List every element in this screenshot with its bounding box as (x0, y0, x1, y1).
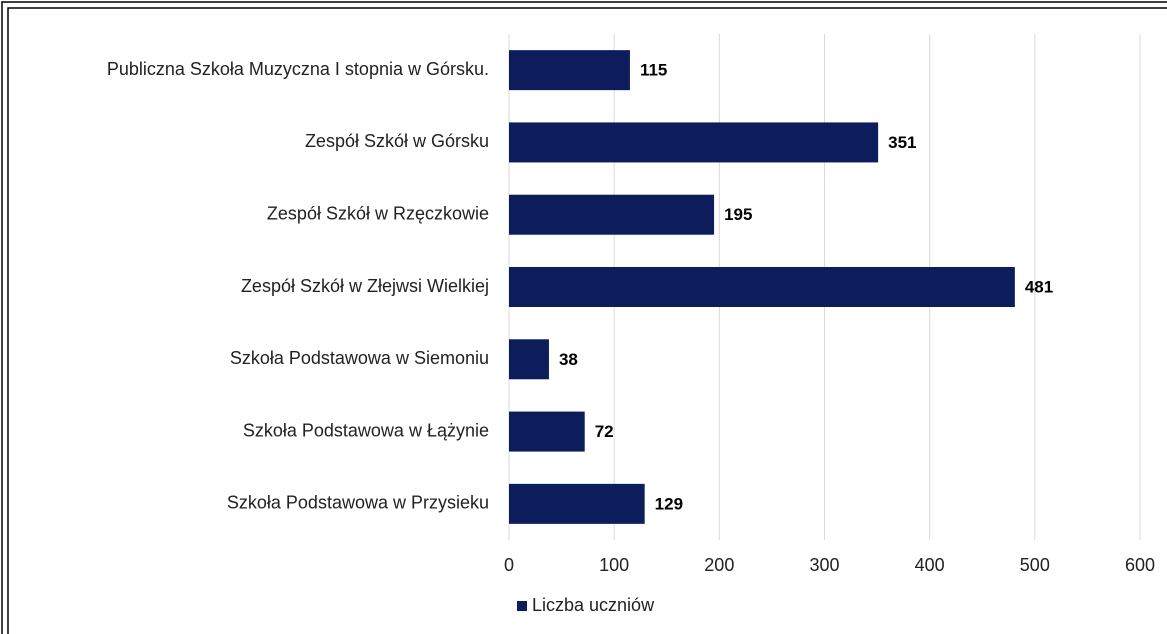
x-tick-label: 600 (1125, 555, 1155, 575)
bar (509, 267, 1015, 307)
x-tick-label: 0 (504, 555, 514, 575)
bar (509, 483, 645, 524)
x-tick-label: 200 (704, 555, 734, 575)
x-tick-label: 400 (915, 555, 945, 575)
y-tick-label: Zespół Szkół w Złejwsi Wielkiej (241, 276, 489, 296)
value-label: 481 (1025, 277, 1053, 296)
value-label: 351 (888, 133, 916, 152)
x-tick-label: 100 (599, 555, 629, 575)
value-label: 115 (640, 61, 667, 80)
bar (509, 194, 715, 235)
bar (509, 122, 879, 163)
value-label: 72 (595, 422, 614, 441)
legend-label: Liczba uczniów (532, 595, 655, 615)
y-tick-label: Zespół Szkół w Rzęczkowie (267, 203, 489, 223)
y-tick-label: Szkoła Podstawowa w Siemoniu (230, 348, 489, 368)
y-tick-label: Szkoła Podstawowa w Łążynie (243, 420, 489, 440)
bar (509, 339, 549, 380)
inner-frame (7, 7, 1167, 634)
value-label: 195 (724, 205, 752, 224)
y-tick-label: Zespół Szkół w Górsku (305, 131, 489, 151)
y-tick-label: Publiczna Szkoła Muzyczna I stopnia w Gó… (107, 59, 489, 79)
y-tick-label: Szkoła Podstawowa w Przysieku (227, 493, 489, 513)
bar (509, 411, 585, 452)
x-tick-label: 500 (1020, 555, 1050, 575)
x-tick-label: 300 (809, 555, 839, 575)
value-label: 38 (559, 350, 578, 369)
bar (509, 50, 630, 91)
legend-swatch (517, 601, 527, 611)
value-label: 129 (655, 494, 683, 513)
